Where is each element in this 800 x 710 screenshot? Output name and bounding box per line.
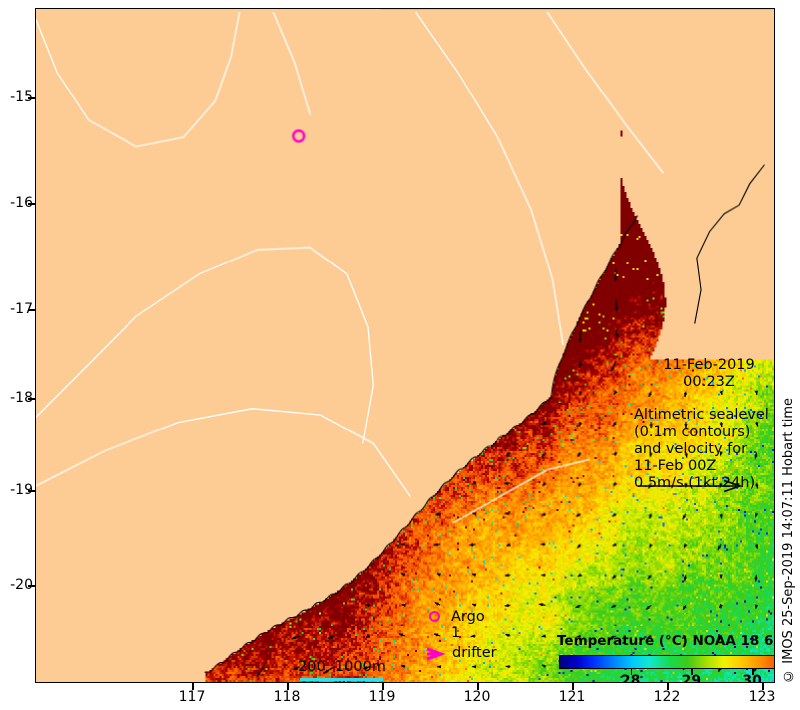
x-tick <box>762 683 764 690</box>
legend-label-bathymetry: 200 1000m <box>298 659 386 675</box>
y-tick-label: -16 <box>10 195 33 211</box>
x-tick <box>287 683 289 690</box>
x-tick-label: 121 <box>558 689 586 705</box>
colorbar-tick <box>752 669 754 675</box>
x-tick <box>192 683 194 690</box>
y-tick <box>28 309 35 311</box>
x-tick <box>572 683 574 690</box>
legend-label-argo: Argo 1 <box>451 609 485 641</box>
x-tick-label: 117 <box>178 689 206 705</box>
y-tick <box>28 97 35 99</box>
map-date: 11-Feb-2019 <box>663 357 755 373</box>
x-tick-label: 118 <box>273 689 301 705</box>
colorbar-tick <box>630 669 633 675</box>
map-datetime-annotation: 11-Feb-2019 00:23Z <box>634 357 774 391</box>
credit-text: © IMOS 25-Sep-2019 14:07:11 Hobart time <box>778 8 800 683</box>
y-tick-label: -15 <box>10 89 33 105</box>
map-time: 00:23Z <box>683 374 735 390</box>
overlay-contours-vectors-layer <box>36 9 774 682</box>
x-tick-label: 122 <box>653 689 681 705</box>
x-tick <box>667 683 669 690</box>
colorbar-tick-label: 30 <box>742 673 762 683</box>
velocity-scale-arrow-icon <box>638 479 743 493</box>
y-tick <box>28 585 35 587</box>
x-tick-label: 120 <box>463 689 491 705</box>
x-tick <box>477 683 479 690</box>
argo-circle-icon <box>429 611 440 622</box>
drifter-arrow-icon <box>426 647 446 661</box>
x-tick-label: 123 <box>748 689 776 705</box>
altimetry-annotation: Altimetric sealevel (0.1m contours) and … <box>634 407 769 491</box>
colorbar-tick <box>691 669 693 675</box>
map-plot-area[interactable]: 11-Feb-2019 00:23Z Altimetric sealevel (0… <box>35 8 775 683</box>
legend-label-drifter: drifter <box>452 645 497 661</box>
legend-item-bathymetry: 200 1000m <box>298 659 386 681</box>
y-tick <box>28 203 35 205</box>
colorbar-tick-label: 29 <box>681 673 702 683</box>
colorbar-title: Temperature (°C) NOAA 18 61% ql>=2 <box>557 633 774 649</box>
y-tick-label: -19 <box>10 482 33 498</box>
colorbar-gradient <box>559 655 774 669</box>
credit-label: © IMOS 25-Sep-2019 14:07:11 Hobart time <box>781 398 796 683</box>
y-tick-label: -17 <box>10 301 33 317</box>
colorbar-tick-label: 28 <box>620 673 641 683</box>
y-tick <box>28 490 35 492</box>
y-tick-label: -20 <box>10 577 33 593</box>
bathymetry-line-swatch <box>300 678 383 681</box>
x-tick-label: 119 <box>368 689 396 705</box>
x-tick <box>382 683 384 690</box>
y-tick-label: -18 <box>10 390 33 406</box>
y-tick <box>28 398 35 400</box>
